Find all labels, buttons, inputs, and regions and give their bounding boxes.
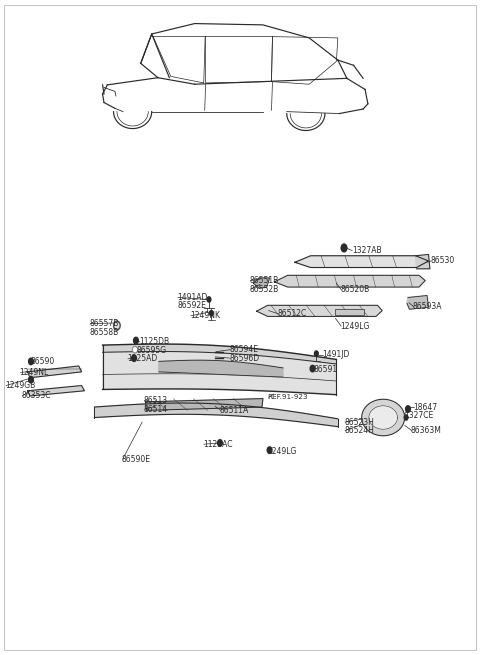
Circle shape bbox=[207, 297, 211, 302]
Circle shape bbox=[132, 355, 136, 362]
Text: 1249LG: 1249LG bbox=[268, 447, 297, 456]
Polygon shape bbox=[103, 344, 336, 364]
Polygon shape bbox=[407, 295, 429, 309]
Circle shape bbox=[114, 321, 120, 330]
Circle shape bbox=[314, 351, 318, 356]
Polygon shape bbox=[159, 360, 283, 377]
Text: 1249NL: 1249NL bbox=[20, 368, 49, 377]
Polygon shape bbox=[103, 344, 336, 395]
Text: 86524H: 86524H bbox=[344, 426, 374, 435]
Text: 86512C: 86512C bbox=[277, 309, 306, 318]
Text: 1125AC: 1125AC bbox=[203, 440, 232, 449]
Text: 1125DB: 1125DB bbox=[139, 337, 169, 346]
Text: 86558B: 86558B bbox=[90, 328, 119, 337]
Text: 86590: 86590 bbox=[31, 357, 55, 366]
Text: 86523H: 86523H bbox=[344, 418, 374, 426]
Text: 86594E: 86594E bbox=[229, 345, 259, 354]
Text: 86353C: 86353C bbox=[22, 392, 51, 400]
Text: 1125AD: 1125AD bbox=[127, 354, 157, 364]
Circle shape bbox=[29, 377, 34, 383]
Polygon shape bbox=[145, 399, 263, 410]
Text: 1327CE: 1327CE bbox=[405, 411, 434, 420]
Text: 86363M: 86363M bbox=[411, 426, 442, 435]
Polygon shape bbox=[95, 403, 338, 426]
Polygon shape bbox=[369, 406, 397, 429]
Circle shape bbox=[133, 348, 136, 352]
Text: 86592E: 86592E bbox=[177, 301, 206, 310]
Circle shape bbox=[133, 337, 138, 344]
Text: 86520B: 86520B bbox=[340, 285, 370, 294]
Text: 86514: 86514 bbox=[144, 405, 168, 413]
Text: 1491AD: 1491AD bbox=[177, 293, 207, 302]
Text: 86552B: 86552B bbox=[250, 284, 279, 293]
Text: 1491JD: 1491JD bbox=[322, 350, 349, 360]
Circle shape bbox=[404, 415, 408, 420]
Text: 18647: 18647 bbox=[413, 403, 437, 411]
Text: 1249LG: 1249LG bbox=[340, 322, 370, 331]
Text: 86530: 86530 bbox=[431, 257, 455, 265]
Circle shape bbox=[341, 244, 347, 252]
Text: 86590E: 86590E bbox=[121, 455, 151, 464]
Text: 86511A: 86511A bbox=[220, 406, 249, 415]
Text: 1327AB: 1327AB bbox=[352, 246, 382, 255]
Circle shape bbox=[267, 447, 272, 453]
Polygon shape bbox=[362, 400, 405, 436]
Text: 86591: 86591 bbox=[314, 365, 338, 375]
Polygon shape bbox=[295, 255, 429, 267]
Polygon shape bbox=[28, 386, 84, 396]
Polygon shape bbox=[28, 366, 82, 378]
Circle shape bbox=[217, 440, 222, 446]
Polygon shape bbox=[257, 305, 382, 316]
Circle shape bbox=[115, 323, 119, 328]
Circle shape bbox=[406, 405, 410, 412]
Bar bbox=[336, 309, 364, 315]
Text: 86593A: 86593A bbox=[413, 302, 442, 311]
Text: 86557B: 86557B bbox=[90, 319, 119, 328]
Text: 86513: 86513 bbox=[144, 396, 168, 405]
Circle shape bbox=[29, 358, 34, 365]
Text: 86596D: 86596D bbox=[229, 354, 260, 363]
Text: 86595G: 86595G bbox=[136, 346, 167, 355]
Circle shape bbox=[132, 346, 137, 353]
Text: 1249NK: 1249NK bbox=[190, 311, 220, 320]
Circle shape bbox=[310, 365, 315, 372]
Polygon shape bbox=[416, 254, 430, 269]
Polygon shape bbox=[253, 278, 270, 288]
Polygon shape bbox=[275, 275, 425, 287]
Circle shape bbox=[209, 310, 213, 316]
Text: 86551B: 86551B bbox=[250, 276, 279, 285]
Text: REF.91-923: REF.91-923 bbox=[268, 394, 308, 400]
Text: 1249GB: 1249GB bbox=[5, 381, 36, 390]
